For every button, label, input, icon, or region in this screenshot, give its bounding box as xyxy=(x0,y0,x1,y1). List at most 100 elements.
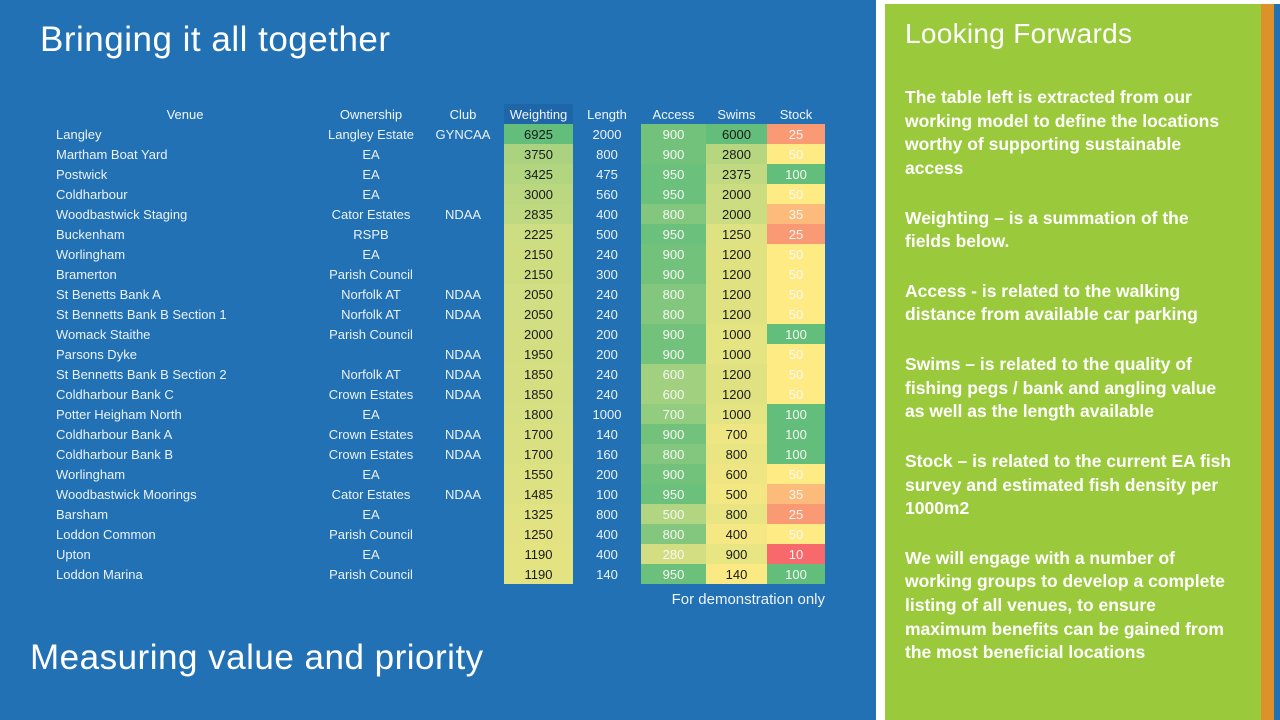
cell-access: 800 xyxy=(641,204,706,224)
cell-club xyxy=(422,404,504,424)
cell-ownership: EA xyxy=(362,466,380,482)
cell-club: NDAA xyxy=(444,426,482,442)
cell-stock: 25 xyxy=(767,124,825,144)
table-row: St Bennetts Bank B Section 2 Norfolk AT ND… xyxy=(50,364,825,384)
cell-access: 900 xyxy=(641,464,706,484)
cell-club xyxy=(422,324,504,344)
cell-stock: 35 xyxy=(767,484,825,504)
table-row: Upton EA 1190 400 280 900 10 xyxy=(50,544,825,564)
cell-weighting: 1190 xyxy=(504,544,573,564)
cell-swims: 1200 xyxy=(706,284,767,304)
cell-venue: Buckenham xyxy=(56,226,125,242)
table-row: Woodbastwick Staging Cator Estates NDAA 283… xyxy=(50,204,825,224)
cell-swims: 1200 xyxy=(706,364,767,384)
cell-length: 500 xyxy=(596,226,618,242)
table-row: St Benetts Bank A Norfolk AT NDAA 2050 240 80… xyxy=(50,284,825,304)
panel-paragraph: We will engage with a number of working … xyxy=(905,547,1225,663)
cell-ownership: Parish Council xyxy=(329,526,413,542)
cell-weighting: 1250 xyxy=(504,524,573,544)
cell-weighting: 1700 xyxy=(504,424,573,444)
cell-venue: Barsham xyxy=(56,506,109,522)
cell-swims: 1250 xyxy=(706,224,767,244)
cell-weighting: 1325 xyxy=(504,504,573,524)
cell-swims: 1000 xyxy=(706,324,767,344)
cell-venue: St Bennetts Bank B Section 1 xyxy=(56,306,227,322)
cell-club xyxy=(422,524,504,544)
cell-ownership: EA xyxy=(362,186,380,202)
table-row: Potter Heigham North EA 1800 1000 700 1000 100 xyxy=(50,404,825,424)
cell-ownership: Parish Council xyxy=(329,266,413,282)
col-header-length: Length xyxy=(587,106,627,122)
cell-venue: Upton xyxy=(56,546,91,562)
cell-ownership: EA xyxy=(362,166,380,182)
col-header-ownership: Ownership xyxy=(339,106,403,122)
cell-access: 900 xyxy=(641,424,706,444)
cell-stock: 35 xyxy=(767,204,825,224)
cell-weighting: 2835 xyxy=(504,204,573,224)
cell-club xyxy=(422,184,504,204)
cell-ownership: RSPB xyxy=(353,226,389,242)
cell-ownership: EA xyxy=(362,406,380,422)
cell-weighting: 2050 xyxy=(504,284,573,304)
cell-weighting: 1550 xyxy=(504,464,573,484)
cell-stock: 50 xyxy=(767,144,825,164)
table-row: Coldharbour EA 3000 560 950 2000 50 xyxy=(50,184,825,204)
panel-paragraph: Access - is related to the walking dista… xyxy=(905,280,1198,325)
cell-length: 400 xyxy=(596,526,618,542)
header-row: Venue Ownership Club Weighting Length Access S… xyxy=(50,104,825,124)
cell-ownership: Norfolk AT xyxy=(341,306,401,322)
table-row: Bramerton Parish Council 2150 300 900 1200 50 xyxy=(50,264,825,284)
cell-access: 600 xyxy=(641,364,706,384)
cell-club xyxy=(422,504,504,524)
cell-access: 500 xyxy=(641,504,706,524)
cell-venue: Worlingham xyxy=(56,466,126,482)
panel-heading: Looking Forwards xyxy=(905,18,1133,49)
cell-club: NDAA xyxy=(444,206,482,222)
cell-stock: 50 xyxy=(767,304,825,324)
cell-stock: 50 xyxy=(767,264,825,284)
cell-access: 900 xyxy=(641,264,706,284)
col-header-access: Access xyxy=(652,106,695,122)
cell-length: 400 xyxy=(596,206,618,222)
cell-length: 200 xyxy=(596,346,618,362)
cell-stock: 50 xyxy=(767,244,825,264)
table-row: Worlingham EA 1550 200 900 600 50 xyxy=(50,464,825,484)
panel-paragraph: The table left is extracted from our wor… xyxy=(905,87,1220,178)
table-row: Loddon Marina Parish Council 1190 140 950 140… xyxy=(50,564,825,584)
cell-weighting: 3000 xyxy=(504,184,573,204)
cell-access: 800 xyxy=(641,524,706,544)
table-row: Loddon Common Parish Council 1250 400 800 400… xyxy=(50,524,825,544)
cell-swims: 1200 xyxy=(706,244,767,264)
cell-stock: 50 xyxy=(767,364,825,384)
cell-length: 240 xyxy=(596,386,618,402)
cell-swims: 500 xyxy=(706,484,767,504)
cell-venue: Woodbastwick Staging xyxy=(56,206,188,222)
cell-swims: 1000 xyxy=(706,344,767,364)
cell-ownership: EA xyxy=(362,146,380,162)
cell-stock: 25 xyxy=(767,224,825,244)
cell-club xyxy=(422,464,504,484)
cell-swims: 1000 xyxy=(706,404,767,424)
cell-swims: 1200 xyxy=(706,264,767,284)
cell-club: GYNCAA xyxy=(435,126,491,142)
col-header-weighting: Weighting xyxy=(504,104,573,124)
cell-venue: St Benetts Bank A xyxy=(56,286,161,302)
cell-length: 560 xyxy=(596,186,618,202)
cell-stock: 50 xyxy=(767,524,825,544)
cell-venue: Postwick xyxy=(56,166,108,182)
slide-main-panel: Bringing it all together Venue Ownership C… xyxy=(0,0,876,720)
table-row: Parsons Dyke NDAA 1950 200 900 1000 50 xyxy=(50,344,825,364)
cell-venue: Martham Boat Yard xyxy=(56,146,168,162)
cell-venue: Worlingham xyxy=(56,246,126,262)
table-row: Coldharbour Bank C Crown Estates NDAA 1850 2… xyxy=(50,384,825,404)
cell-venue: Loddon Common xyxy=(56,526,156,542)
cell-ownership: EA xyxy=(362,246,380,262)
cell-length: 100 xyxy=(596,486,618,502)
cell-access: 900 xyxy=(641,124,706,144)
cell-weighting: 1485 xyxy=(504,484,573,504)
cell-length: 140 xyxy=(596,566,618,582)
cell-stock: 100 xyxy=(767,324,825,344)
cell-weighting: 2050 xyxy=(504,304,573,324)
table-row: Coldharbour Bank B Crown Estates NDAA 1700 1… xyxy=(50,444,825,464)
